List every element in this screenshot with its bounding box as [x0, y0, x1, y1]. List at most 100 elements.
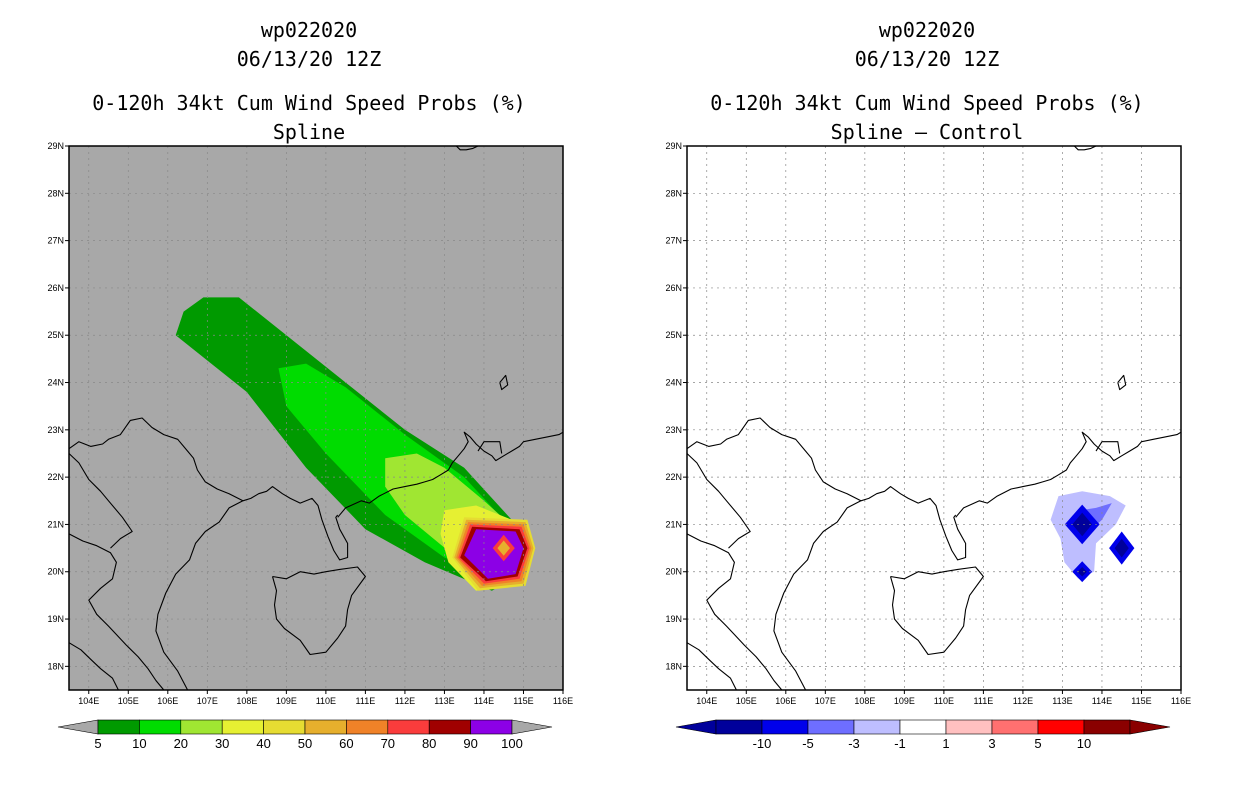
colorbar-label: 10 [132, 736, 146, 751]
colorbar-segment [1037, 719, 1085, 735]
x-tick-label: 107E [197, 696, 218, 706]
x-tick-label: 107E [815, 696, 836, 706]
map-small-islet [499, 374, 509, 391]
colorbar-segment [807, 719, 855, 735]
y-tick-label: 21N [47, 519, 64, 529]
plot-frame [686, 145, 1182, 691]
x-tick-label: 104E [78, 696, 99, 706]
x-tick-label: 110E [934, 696, 954, 706]
colorbar-label: -3 [848, 736, 860, 751]
colorbar-segment [346, 719, 389, 735]
colorbar-label: -1 [894, 736, 906, 751]
colorbar-segment [428, 719, 471, 735]
x-tick-label: 111E [356, 696, 376, 706]
colorbar-label: 100 [501, 736, 523, 751]
x-tick-label: 105E [118, 696, 139, 706]
colorbar-label: -5 [802, 736, 814, 751]
plot-background [687, 146, 1181, 690]
map-bottom-left-border [686, 642, 737, 691]
colorbar-label: 3 [988, 736, 995, 751]
map-bottom-left-border [68, 642, 119, 691]
x-tick-label: 112E [1013, 696, 1033, 706]
y-tick-label: 26N [665, 283, 682, 293]
colorbar-segment [470, 719, 513, 735]
x-tick-label: 109E [894, 696, 915, 706]
colorbar-arrow-right [511, 719, 553, 735]
map-hk-boundary [477, 441, 503, 454]
datetime: 06/13/20 12Z [854, 47, 1000, 71]
colorbar-label: 5 [1034, 736, 1041, 751]
y-tick-label: 23N [665, 425, 682, 435]
x-tick-label: 113E [1052, 696, 1072, 706]
y-tick-label: 27N [665, 236, 682, 246]
colorbar-segment [387, 719, 430, 735]
colorbar-arrow-right [1129, 719, 1171, 735]
colorbar-segment [97, 719, 140, 735]
map-south-china-coast [337, 431, 564, 518]
colorbar-label: 40 [256, 736, 270, 751]
y-tick-label: 29N [665, 141, 682, 151]
y-tick-label: 22N [665, 472, 682, 482]
y-tick-label: 25N [47, 330, 64, 340]
map-laos-china-border [68, 453, 133, 549]
map-laos-vietnam-border [686, 533, 783, 691]
colorbar-segment [180, 719, 223, 735]
map-guangxi-coast [860, 486, 967, 561]
colorbar-label: 1 [942, 736, 949, 751]
map-hainan [271, 566, 366, 656]
y-tick-label: 19N [665, 614, 682, 624]
colorbar-label: 30 [215, 736, 229, 751]
y-tick-label: 29N [47, 141, 64, 151]
x-tick-label: 110E [316, 696, 336, 706]
x-tick-label: 108E [854, 696, 875, 706]
x-tick-label: 116E [553, 696, 573, 706]
map-china-vietnam-border [68, 417, 244, 502]
map-laos-vietnam-border [68, 533, 165, 691]
y-tick-label: 28N [47, 188, 64, 198]
probability-map: 104E 105E 106E 107E 108E 109E 110E 111E 112E 113E… [47, 141, 573, 751]
colorbar-segment [945, 719, 993, 735]
y-tick-label: 26N [47, 283, 64, 293]
y-tick-label: 23N [47, 425, 64, 435]
right-panel: wp022020 06/13/20 12Z 0-120h 34kt Cum Wi… [618, 0, 1236, 800]
x-tick-label: 104E [696, 696, 717, 706]
x-tick-label: 112E [395, 696, 415, 706]
colorbar-segment [853, 719, 901, 735]
y-tick-label: 28N [665, 188, 682, 198]
map-south-china-coast [955, 431, 1182, 518]
contour-region--10 [1077, 567, 1087, 577]
map-taiwan-tip [1073, 145, 1097, 151]
colorbar-label: -10 [753, 736, 772, 751]
left-panel: wp022020 06/13/20 12Z 0-120h 34kt Cum Wi… [47, 19, 573, 751]
map-hainan [889, 566, 984, 656]
contour-region--10 [1114, 538, 1129, 558]
y-tick-label: 27N [47, 236, 64, 246]
colorbar-label: 80 [422, 736, 436, 751]
colorbar-segment [991, 719, 1039, 735]
colorbar-arrow-left [57, 719, 99, 735]
colorbar-segment [221, 719, 264, 735]
y-tick-label: 20N [665, 567, 682, 577]
map-taiwan-tip [455, 145, 479, 151]
plot-frame [68, 145, 564, 691]
y-tick-label: 18N [665, 661, 682, 671]
contour-region-100 [497, 540, 510, 556]
colorbar-label: 5 [94, 736, 101, 751]
map-small-islet [1117, 374, 1127, 391]
x-tick-label: 113E [434, 696, 454, 706]
x-tick-label: 116E [1171, 696, 1191, 706]
panel-subtitle: Spline [272, 120, 346, 144]
colorbar-segment [1083, 719, 1131, 735]
colorbar-label: 20 [174, 736, 188, 751]
colorbar-label: 90 [463, 736, 477, 751]
contour-region--10 [1072, 512, 1093, 537]
colorbar-segment [715, 719, 763, 735]
y-tick-label: 24N [47, 378, 64, 388]
x-tick-label: 115E [1131, 696, 1151, 706]
x-tick-label: 106E [775, 696, 796, 706]
y-tick-label: 24N [665, 378, 682, 388]
colorbar-label: 70 [381, 736, 395, 751]
x-tick-label: 114E [474, 696, 494, 706]
panel-subtitle: Spline – Control [830, 120, 1024, 144]
y-tick-label: 22N [47, 472, 64, 482]
